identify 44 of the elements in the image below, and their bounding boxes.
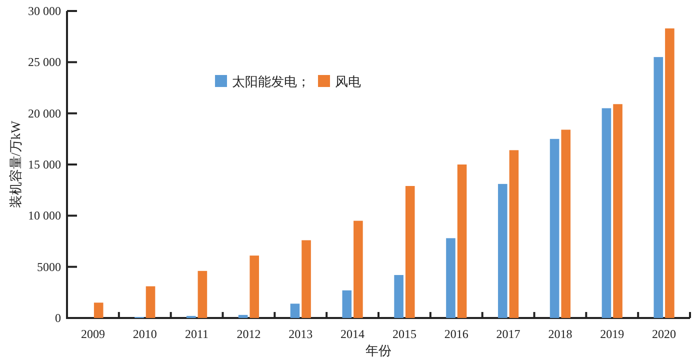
bar xyxy=(146,286,156,318)
x-tick-label: 2018 xyxy=(548,327,572,341)
x-tick-label: 2015 xyxy=(392,327,416,341)
x-axis-title: 年份 xyxy=(366,343,392,358)
bar xyxy=(302,240,311,318)
bar xyxy=(94,302,104,318)
y-tick-label: 20 000 xyxy=(28,106,61,120)
bar xyxy=(550,138,560,318)
bar xyxy=(405,186,415,318)
bar xyxy=(457,164,467,318)
bar xyxy=(498,184,508,318)
y-tick-label: 10 000 xyxy=(28,208,61,223)
bar xyxy=(509,150,519,318)
x-tick-label: 2012 xyxy=(236,327,261,341)
x-tick-label: 2019 xyxy=(600,327,624,341)
bar xyxy=(561,130,571,318)
x-tick-label: 2014 xyxy=(340,327,365,341)
bar xyxy=(613,104,622,318)
x-tick-label: 2017 xyxy=(496,327,520,341)
x-tick-label: 2009 xyxy=(80,327,105,341)
y-tick-label: 30 000 xyxy=(28,4,61,18)
x-tick-label: 2010 xyxy=(132,327,157,341)
bar xyxy=(446,238,456,318)
bar xyxy=(394,275,404,318)
bar xyxy=(290,304,300,318)
bar xyxy=(602,108,612,318)
bar xyxy=(250,256,260,318)
x-tick-label: 2011 xyxy=(185,327,209,341)
bar xyxy=(238,314,248,318)
legend-label: 风电 xyxy=(335,74,361,89)
x-tick-label: 2020 xyxy=(652,327,676,341)
y-tick-label: 25 000 xyxy=(28,55,61,70)
x-tick-label: 2013 xyxy=(288,327,313,341)
x-tick-label: 2016 xyxy=(444,327,468,341)
bar xyxy=(342,290,352,318)
bar xyxy=(665,28,674,318)
y-tick-label: 5000 xyxy=(37,260,61,274)
y-axis-title: 装机容量/万kW xyxy=(8,120,23,208)
y-tick-label: 15 000 xyxy=(28,158,61,172)
y-tick-label: 0 xyxy=(55,311,61,325)
bar xyxy=(354,220,363,318)
legend-label: 太阳能发电； xyxy=(232,74,310,89)
bar xyxy=(198,270,208,318)
bar xyxy=(654,57,664,318)
